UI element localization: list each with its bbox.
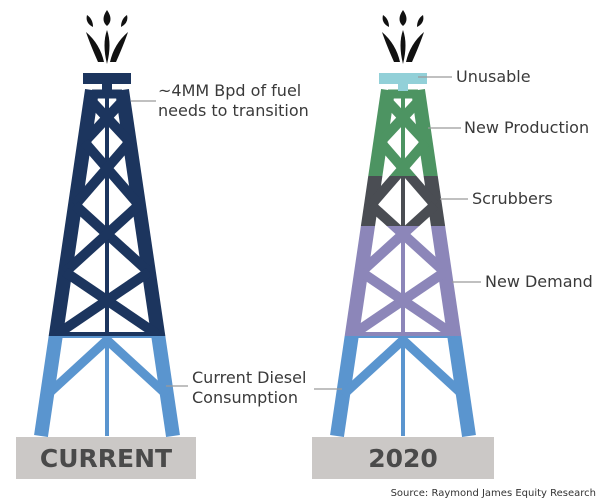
base-label: 2020	[368, 444, 438, 473]
label: New Demand	[485, 272, 593, 291]
drop	[121, 15, 127, 27]
drop	[383, 15, 389, 27]
page: CURRENT 2020 ~4MM Bpd of fuel needs to t…	[0, 0, 615, 503]
crown	[379, 73, 427, 84]
crown-stem	[102, 83, 112, 91]
label: New Production	[464, 118, 589, 137]
drop	[86, 32, 104, 62]
drop	[406, 32, 424, 62]
gusher	[86, 10, 128, 64]
annotation-line: Consumption	[192, 388, 298, 407]
drop	[401, 30, 406, 64]
drop	[400, 10, 407, 26]
label: Scrubbers	[472, 189, 553, 208]
annotation-line: ~4MM Bpd of fuel	[158, 81, 301, 100]
source: Source: Raymond James Equity Research	[391, 488, 596, 499]
gusher	[382, 10, 424, 64]
infographic: CURRENT 2020 ~4MM Bpd of fuel needs to t…	[0, 0, 615, 503]
annotation: Current Diesel Consumption	[192, 368, 312, 407]
label: Unusable	[456, 67, 531, 86]
base-label: CURRENT	[40, 444, 172, 473]
drop	[104, 10, 111, 26]
crown-stem	[398, 83, 408, 91]
drop	[105, 30, 110, 64]
annotation: ~4MM Bpd of fuel needs to transition	[158, 81, 309, 120]
annotation-line: Current Diesel	[192, 368, 306, 387]
annotation-line: needs to transition	[158, 101, 309, 120]
drop	[417, 15, 423, 27]
drop	[110, 32, 128, 62]
drop	[87, 15, 93, 27]
drop	[382, 32, 400, 62]
crown	[83, 73, 131, 84]
